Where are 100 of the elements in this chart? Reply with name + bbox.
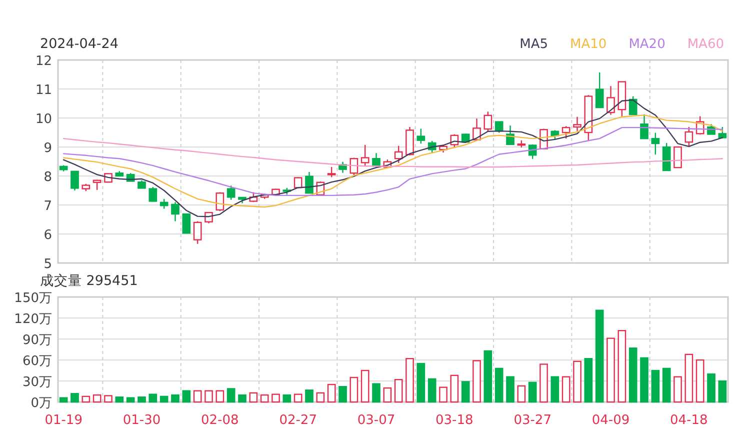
bar xyxy=(461,381,470,403)
bar xyxy=(272,394,280,403)
x-tick-label: 01-19 xyxy=(44,413,82,428)
bar xyxy=(584,358,593,403)
bar xyxy=(204,390,213,403)
bar xyxy=(383,387,392,403)
bar xyxy=(528,382,537,403)
candlestick xyxy=(216,192,224,212)
candlestick xyxy=(160,198,168,210)
candlestick xyxy=(494,121,504,134)
candlestick xyxy=(662,142,671,172)
candlestick xyxy=(562,126,570,140)
bar xyxy=(484,350,492,403)
bar xyxy=(707,373,716,403)
bar xyxy=(595,310,604,403)
bar xyxy=(160,396,168,403)
bar xyxy=(517,385,526,403)
y-tick-label: 12 xyxy=(35,54,52,69)
bar xyxy=(316,392,325,403)
candlestick xyxy=(573,116,582,132)
bar xyxy=(115,396,124,403)
x-tick-label: 03-18 xyxy=(436,413,474,428)
candlestick xyxy=(360,144,370,168)
y-tick-label: 0万 xyxy=(30,396,52,411)
bar xyxy=(573,360,582,403)
bar xyxy=(606,338,615,403)
bar xyxy=(428,378,436,403)
candlestick xyxy=(640,114,648,140)
x-tick-label: 03-27 xyxy=(514,413,552,428)
bar xyxy=(696,359,704,403)
y-tick-label: 150万 xyxy=(14,291,52,306)
y-tick-label: 7 xyxy=(44,199,52,214)
candlestick xyxy=(394,145,403,164)
text: MA5 xyxy=(520,37,548,52)
y-tick-label: 30万 xyxy=(22,375,52,390)
candlestick xyxy=(606,86,615,116)
candlestick xyxy=(193,220,202,244)
bar xyxy=(651,370,660,403)
bar xyxy=(662,368,671,403)
bar xyxy=(674,376,682,403)
candlestick xyxy=(327,166,336,178)
bar xyxy=(104,395,112,403)
bar xyxy=(260,394,269,403)
y-tick-label: 11 xyxy=(35,83,52,98)
candlestick xyxy=(595,72,604,108)
bar xyxy=(294,394,302,403)
bar xyxy=(226,388,236,403)
bar xyxy=(59,397,68,403)
bar xyxy=(182,390,191,403)
y-tick-label: 120万 xyxy=(14,312,52,327)
candlestick xyxy=(171,202,180,222)
x-tick-label: 04-18 xyxy=(670,413,708,428)
candlestick xyxy=(484,111,492,132)
x-tick-label: 04-09 xyxy=(592,413,630,428)
bar xyxy=(684,354,694,403)
bar xyxy=(350,376,358,403)
y-tick-label: 10 xyxy=(35,112,52,127)
bar xyxy=(450,374,459,403)
x-tick-label: 02-27 xyxy=(279,413,317,428)
bar xyxy=(305,390,314,403)
candlestick xyxy=(416,128,426,144)
text: MA10 xyxy=(570,37,607,52)
bar xyxy=(126,397,135,403)
candlestick xyxy=(70,170,79,192)
bar xyxy=(327,384,336,403)
bar xyxy=(718,380,727,403)
bar xyxy=(171,394,180,403)
bar xyxy=(618,330,626,403)
bar xyxy=(238,394,246,403)
candlestick xyxy=(550,130,560,140)
bar xyxy=(92,394,102,403)
x-tick-label: 03-07 xyxy=(357,413,396,428)
candlestick xyxy=(148,186,158,202)
bar xyxy=(372,383,380,403)
y-tick-label: 90万 xyxy=(22,333,52,348)
bar xyxy=(216,390,224,403)
bar xyxy=(148,394,158,403)
bar xyxy=(82,396,90,403)
candlestick xyxy=(628,96,638,116)
bar xyxy=(562,376,570,403)
bar xyxy=(550,376,560,403)
bar xyxy=(640,357,648,403)
text: MA20 xyxy=(628,37,666,52)
bar xyxy=(439,386,448,403)
candlestick xyxy=(226,184,236,200)
chart-title: 成交量 295451 xyxy=(40,273,138,289)
bar xyxy=(540,364,548,403)
bar xyxy=(394,379,403,403)
text: MA60 xyxy=(687,37,724,52)
candlestick xyxy=(684,126,694,148)
candlestick xyxy=(350,157,358,176)
y-tick-label: 8 xyxy=(44,170,52,185)
candlestick xyxy=(305,171,314,194)
x-tick-label: 01-30 xyxy=(122,413,161,428)
y-tick-label: 9 xyxy=(44,141,52,156)
y-tick-label: 60万 xyxy=(22,354,52,369)
bar xyxy=(360,370,370,403)
bar xyxy=(249,392,258,403)
y-tick-label: 5 xyxy=(44,257,52,272)
bar xyxy=(406,358,414,403)
